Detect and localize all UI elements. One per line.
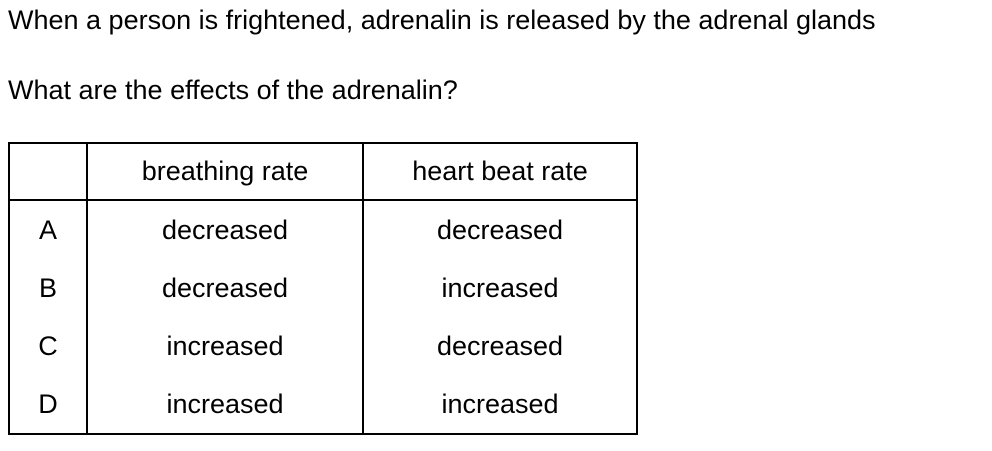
option-c-heart-beat-rate: decreased <box>362 317 638 375</box>
table-header-row: breathing rate heart beat rate <box>8 142 638 201</box>
header-heart-beat-rate: heart beat rate <box>362 142 638 201</box>
option-c-breathing-rate: increased <box>86 317 364 375</box>
option-a-heart-beat-rate: decreased <box>362 200 638 259</box>
table-row-d[interactable]: D increased increased <box>8 375 638 435</box>
question-prompt-text: What are the effects of the adrenalin? <box>8 75 458 105</box>
header-breathing-rate: breathing rate <box>86 142 364 201</box>
option-b-heart-beat-rate: increased <box>362 259 638 317</box>
table-row-b[interactable]: B decreased increased <box>8 259 638 317</box>
option-a-breathing-rate: decreased <box>86 200 364 259</box>
table-row-c[interactable]: C increased decreased <box>8 317 638 375</box>
question-intro-text: When a person is frightened, adrenalin i… <box>8 5 876 35</box>
option-letter-b: B <box>8 259 88 317</box>
option-d-heart-beat-rate: increased <box>362 375 638 435</box>
header-letter-cell <box>8 142 88 201</box>
option-letter-c: C <box>8 317 88 375</box>
answer-options-table: breathing rate heart beat rate A decreas… <box>8 142 638 435</box>
option-letter-d: D <box>8 375 88 435</box>
option-d-breathing-rate: increased <box>86 375 364 435</box>
option-b-breathing-rate: decreased <box>86 259 364 317</box>
table-row-a[interactable]: A decreased decreased <box>8 200 638 259</box>
option-letter-a: A <box>8 200 88 259</box>
